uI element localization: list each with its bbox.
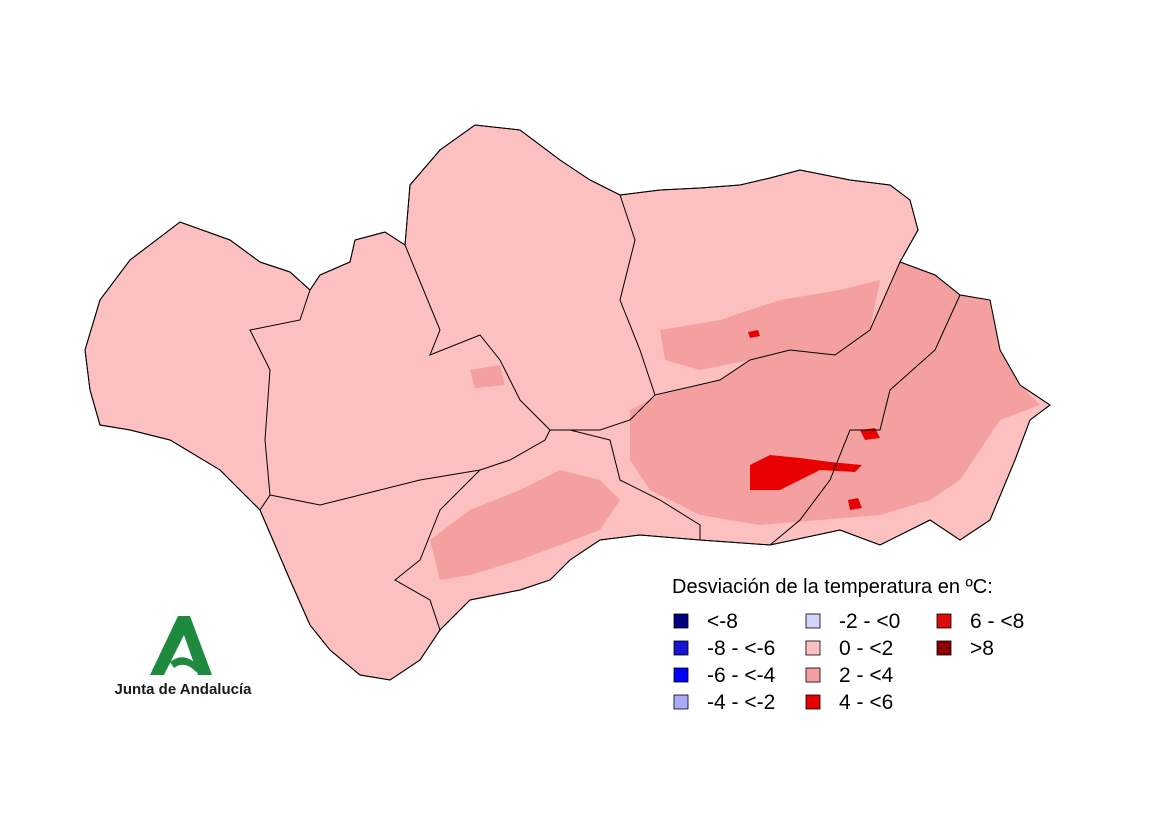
legend-label: <-8 (707, 610, 738, 633)
legend-swatch (673, 694, 689, 710)
legend-swatch (805, 694, 821, 710)
legend-label: 6 - <8 (970, 610, 1024, 633)
legend-label: -6 - <-4 (707, 664, 776, 687)
legend-swatch (805, 667, 821, 683)
region-outline (84, 124, 1051, 681)
legend-label: 4 - <6 (839, 691, 893, 714)
legend-swatch (936, 613, 952, 629)
legend-swatch (805, 640, 821, 656)
legend-label: -4 - <-2 (707, 691, 775, 714)
legend-label: -2 - <0 (839, 610, 900, 633)
legend: <-8 -8 - <-6 -6 - <-4 -4 - <-2 -2 - <0 0 - <2… (673, 610, 1024, 714)
legend-label: -8 - <-6 (707, 637, 775, 660)
legend-swatch (673, 640, 689, 656)
logo-text: Junta de Andalucía (115, 681, 253, 698)
hot-zones (748, 330, 880, 510)
legend-swatch (673, 613, 689, 629)
warm-zones (430, 262, 1040, 580)
logo: Junta de Andalucía (115, 616, 253, 698)
legend-label: >8 (970, 637, 994, 660)
province-borders (249, 194, 961, 631)
legend-label: 2 - <4 (839, 664, 894, 687)
legend-label: 0 - <2 (839, 637, 893, 660)
legend-swatch (805, 613, 821, 629)
legend-swatch (936, 640, 952, 656)
legend-swatch (673, 667, 689, 683)
legend-title: Desviación de la temperatura en ºC: (672, 576, 993, 598)
